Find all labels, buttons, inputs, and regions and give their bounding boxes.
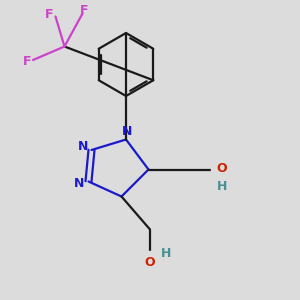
Text: H: H: [161, 247, 172, 260]
Text: O: O: [145, 256, 155, 269]
Text: F: F: [80, 4, 88, 17]
Text: F: F: [45, 8, 54, 22]
Text: N: N: [74, 177, 85, 190]
Text: N: N: [78, 140, 88, 154]
Text: O: O: [217, 161, 227, 175]
Text: F: F: [23, 55, 32, 68]
Text: N: N: [122, 124, 133, 138]
Text: H: H: [217, 179, 227, 193]
